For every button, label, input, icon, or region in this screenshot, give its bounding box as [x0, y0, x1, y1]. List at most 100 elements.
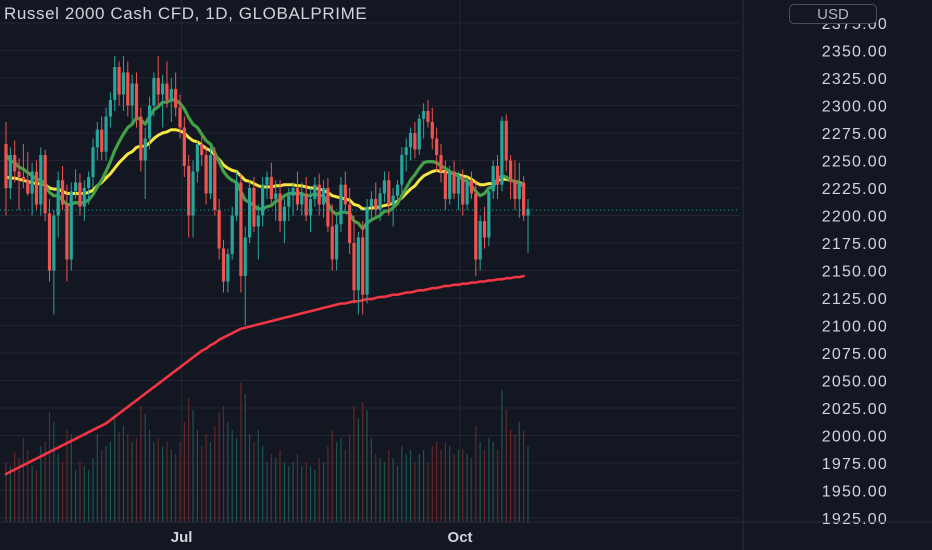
volume-bar [131, 442, 133, 522]
volume-bar [35, 470, 38, 522]
candle-body [248, 188, 252, 238]
candle-body [522, 182, 526, 216]
volume-bar [279, 450, 281, 522]
volume-bar [153, 442, 155, 522]
volume-bar [157, 438, 159, 522]
volume-bar [61, 462, 64, 522]
currency-button[interactable]: USD [789, 4, 877, 24]
candle-body [482, 221, 487, 238]
volume-bar [118, 432, 120, 522]
volume-bar [510, 430, 512, 522]
volume-bar [31, 466, 33, 522]
sma-slow-line [4, 274, 525, 476]
volume-bar [301, 466, 303, 522]
volume-bar [305, 462, 307, 522]
candle-body [317, 184, 321, 205]
candle-body [182, 127, 186, 166]
volume-bar [114, 418, 116, 522]
volume-bar [501, 390, 503, 522]
candle-body [343, 184, 347, 205]
volume-bar [405, 454, 407, 522]
candle-body [82, 188, 86, 207]
candle-body [452, 171, 456, 194]
candle-body [60, 180, 65, 205]
volume-bar [48, 412, 51, 522]
candle-body [121, 72, 126, 95]
candle-body [100, 129, 104, 152]
volume-bar [166, 442, 168, 522]
candle-body [165, 83, 169, 100]
volume-bar [314, 470, 316, 522]
candle-body [161, 83, 165, 95]
candle-body [461, 177, 465, 205]
volume-bar [257, 430, 259, 522]
volume-bar [431, 446, 433, 522]
candle-body [47, 213, 52, 271]
volume-bar [492, 442, 494, 522]
price-tick-label: 2025.00 [822, 401, 888, 418]
price-tick-label: 2225.00 [822, 181, 888, 198]
candle-body [387, 180, 391, 205]
candle-body [291, 188, 295, 196]
candle-body [43, 155, 47, 214]
volume-bar [292, 462, 294, 522]
price-tick-label: 2100.00 [822, 319, 888, 336]
volume-bar [505, 410, 507, 522]
volume-bar [205, 434, 207, 522]
candle-body [474, 193, 478, 260]
candle-body [30, 171, 34, 194]
volume-bar [409, 450, 412, 522]
candle-body [422, 111, 426, 119]
volume-bar [162, 446, 164, 522]
candle-body [326, 188, 330, 227]
candle-body [391, 195, 395, 205]
volume-bar [209, 442, 212, 522]
time-tick-label: Oct [448, 529, 473, 546]
symbol-title: Russel 2000 Cash CFD, 1D, GLOBALPRIME [4, 4, 368, 23]
candle-body [491, 166, 495, 192]
candle-body [113, 67, 117, 100]
candle-body [408, 133, 413, 148]
price-tick-label: 2175.00 [822, 236, 888, 253]
candle-body [261, 184, 265, 216]
candle-body [435, 138, 439, 155]
volume-bar [444, 442, 446, 522]
price-tick-label: 1925.00 [822, 511, 888, 528]
volume-bar [449, 446, 451, 522]
candle-body [156, 78, 160, 95]
candle-body [152, 78, 156, 106]
volume-bar [523, 430, 525, 522]
candle-body [526, 208, 530, 216]
candle-body [104, 116, 108, 152]
price-tick-label: 2250.00 [822, 154, 888, 171]
volume-bar [244, 394, 246, 522]
candle-body [169, 89, 173, 100]
candle-body [352, 243, 356, 291]
candle-body [487, 191, 491, 238]
volume-bar [266, 462, 268, 522]
candle-body [239, 182, 243, 276]
volume-bar [392, 458, 394, 522]
volume-bar [353, 406, 355, 522]
candle-body [382, 180, 387, 194]
volume-bar [262, 446, 264, 522]
volume-bar [457, 450, 459, 522]
volume-bar [222, 406, 225, 522]
volume-bar [148, 430, 151, 522]
volume-bar [127, 434, 129, 522]
volume-bar [344, 450, 346, 522]
volume-bar [170, 450, 172, 522]
volume-bar [440, 450, 442, 522]
volume-bar [218, 412, 220, 522]
volume-bar [175, 454, 177, 522]
volume-bar [370, 438, 372, 522]
candle-body [95, 129, 99, 148]
volume-bar [122, 426, 125, 522]
candle-body [404, 147, 408, 155]
candle-body [56, 180, 60, 216]
price-tick-label: 2050.00 [822, 374, 888, 391]
volume-bar [296, 454, 299, 522]
volume-bar [327, 446, 329, 522]
